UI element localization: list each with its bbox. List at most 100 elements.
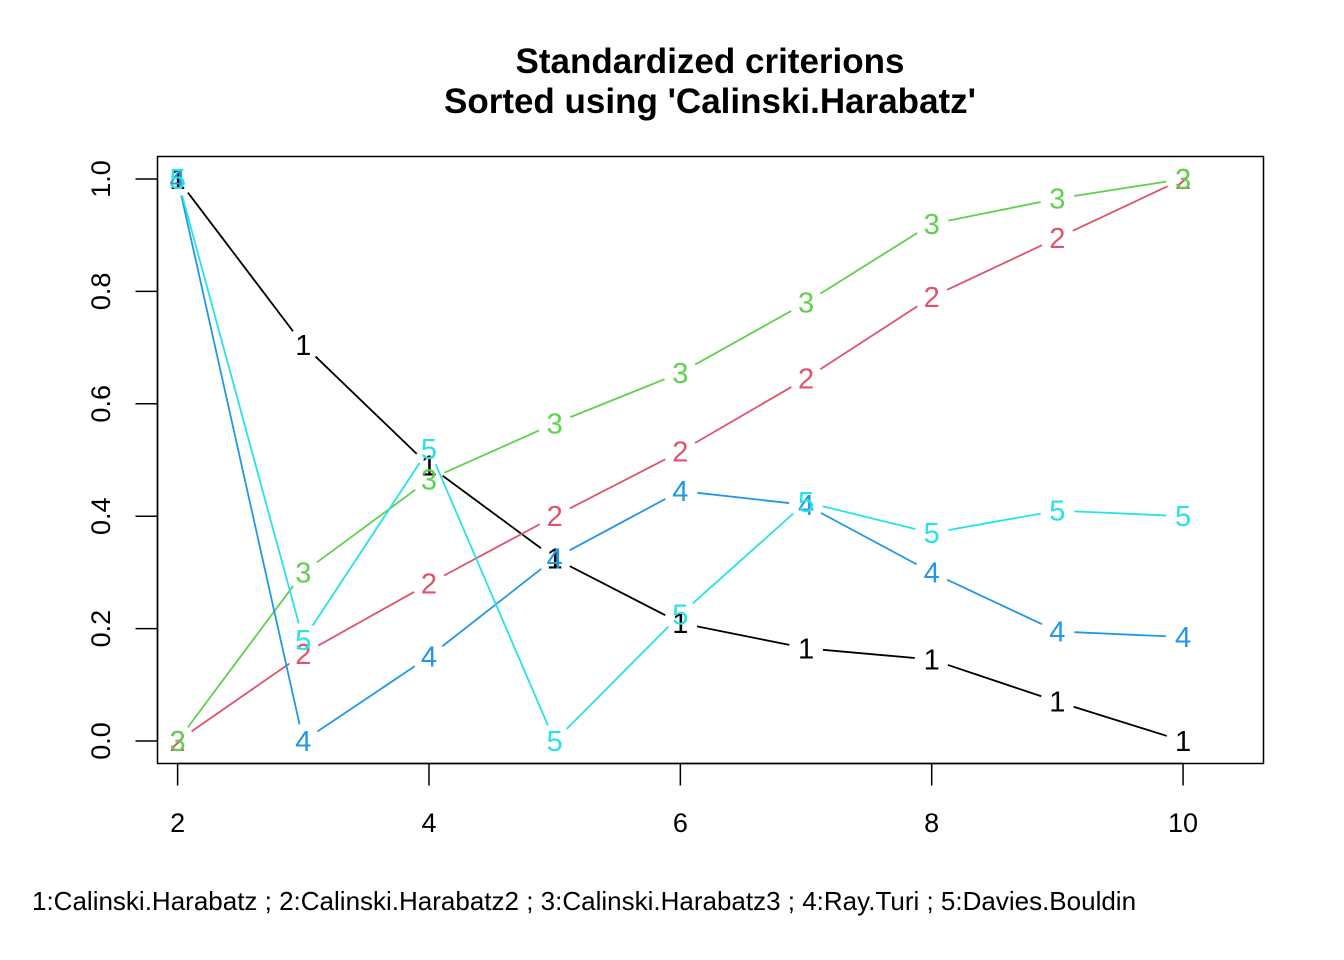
y-tick-label: 0.2	[86, 610, 116, 648]
series-segment	[1074, 180, 1167, 197]
data-point-marker: 2	[547, 501, 563, 533]
data-point-marker: 2	[295, 639, 311, 671]
data-point-marker: 3	[798, 288, 814, 320]
data-point-marker: 2	[672, 437, 688, 469]
data-point-marker: 4	[295, 726, 311, 758]
data-point-marker: 4	[1175, 622, 1191, 654]
x-tick-label: 8	[924, 808, 939, 838]
axes: 2 4 6 8 10 0.0 0.2 0.4 0.6 0.8 1.0	[86, 160, 1198, 838]
data-point-marker: 2	[924, 282, 940, 314]
series-segment	[819, 232, 918, 295]
data-point-marker: 3	[672, 358, 688, 390]
data-point-marker: 3	[1175, 164, 1191, 196]
data-point-marker: 1	[547, 543, 563, 575]
data-point-marker: 4	[924, 557, 940, 589]
data-point-marker: 3	[547, 408, 563, 440]
series-segment	[442, 474, 542, 549]
series-segment	[692, 512, 794, 604]
series-lines	[180, 180, 1169, 737]
series-segment	[187, 585, 294, 728]
data-point-marker: 3	[421, 465, 437, 497]
data-point-marker: 1	[1049, 687, 1065, 719]
data-point-marker: 5	[672, 600, 688, 632]
series-3-line	[187, 180, 1167, 728]
data-point-marker: 5	[1049, 496, 1065, 528]
series-segment	[948, 512, 1041, 531]
data-point-marker: 5	[924, 518, 940, 550]
data-point-marker: 5	[170, 164, 186, 196]
series-segment	[697, 491, 790, 504]
series-segment	[569, 565, 666, 617]
data-point-marker: 5	[1175, 501, 1191, 533]
series-segment	[1072, 185, 1169, 232]
x-tick-label: 4	[421, 808, 436, 838]
data-point-marker: 3	[924, 209, 940, 241]
series-segment	[569, 498, 666, 552]
series-segment	[694, 386, 792, 444]
series-segment	[314, 355, 418, 455]
chart-title: Standardized criterions	[516, 42, 905, 81]
series-segment	[316, 665, 416, 733]
series-5-points: 5 5 5 5 5 5 5 5 5	[170, 164, 1192, 758]
y-tick-label: 0.6	[86, 385, 116, 423]
data-point-marker: 3	[1049, 184, 1065, 216]
data-point-marker: 2	[170, 726, 186, 758]
series-segment	[565, 625, 669, 730]
x-tick-label: 2	[170, 808, 185, 838]
x-tick-label: 10	[1168, 808, 1198, 838]
y-tick-label: 0.4	[86, 497, 116, 535]
series-segment	[569, 458, 666, 510]
series-segment	[1074, 510, 1167, 517]
data-point-marker: 4	[1049, 616, 1065, 648]
series-segment	[948, 201, 1041, 222]
series-2-points: 2 2 2 2 2 2 2 2 2	[170, 164, 1192, 758]
series-segment	[443, 523, 541, 577]
data-point-marker: 1	[421, 451, 437, 483]
data-point-marker: 4	[547, 543, 563, 575]
series-segment	[191, 662, 290, 733]
data-point-marker: 1	[1175, 726, 1191, 758]
data-point-marker: 2	[421, 569, 437, 601]
series-segment	[696, 625, 790, 646]
series-segment	[570, 378, 665, 418]
series-segment	[820, 512, 918, 566]
data-point-marker: 1	[170, 164, 186, 196]
data-point-marker: 4	[672, 476, 688, 508]
series-3-points: 3 3 3 3 3 3 3 3 3	[170, 164, 1192, 758]
criteria-caption: 1:Calinski.Harabatz ; 2:Calinski.Harabat…	[32, 886, 1136, 916]
series-2-line	[191, 185, 1169, 733]
data-point-marker: 3	[170, 726, 186, 758]
data-point-marker: 4	[170, 164, 186, 196]
series-segment	[819, 305, 918, 371]
data-point-marker: 4	[798, 490, 814, 522]
series-segment	[444, 429, 540, 474]
y-tick-label: 0.0	[86, 722, 116, 760]
data-point-marker: 1	[672, 608, 688, 640]
series-segment	[946, 578, 1043, 626]
series-segment	[1073, 705, 1168, 737]
data-point-marker: 5	[798, 487, 814, 519]
series-1-line	[187, 191, 1168, 737]
data-point-marker: 1	[295, 330, 311, 362]
series-segment	[1074, 631, 1167, 638]
series-segment	[434, 464, 549, 726]
series-4-points: 4 4 4 4 4 4 4 4 4	[170, 164, 1192, 758]
y-tick-label: 1.0	[86, 160, 116, 198]
data-point-marker: 5	[547, 726, 563, 758]
data-point-marker: 5	[421, 434, 437, 466]
series-segment	[947, 664, 1042, 698]
data-point-marker: 2	[798, 364, 814, 396]
data-point-marker: 2	[1049, 223, 1065, 255]
data-point-marker: 2	[1175, 164, 1191, 196]
series-segment	[441, 568, 542, 647]
series-segment	[316, 489, 416, 564]
data-point-marker: 3	[295, 557, 311, 589]
series-segment	[181, 195, 300, 624]
series-segment	[187, 191, 294, 332]
data-point-marker: 4	[421, 642, 437, 674]
series-segment	[694, 310, 792, 366]
plot-box	[156, 155, 1265, 765]
series-segment	[946, 244, 1043, 291]
series-5-line	[181, 195, 1167, 730]
